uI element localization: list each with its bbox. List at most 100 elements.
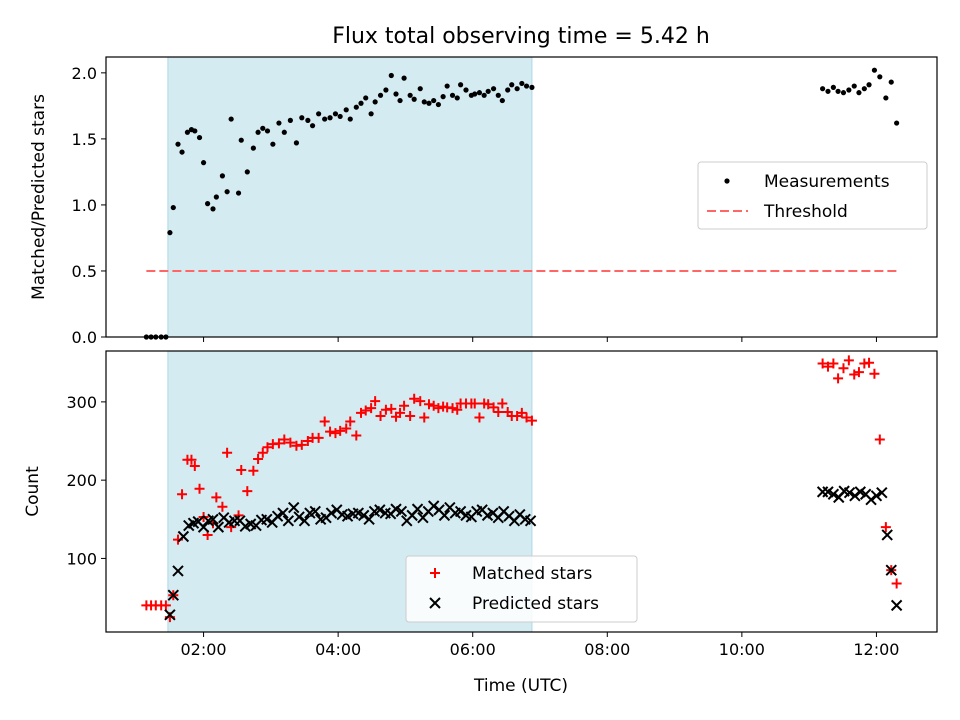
data-point — [282, 515, 295, 527]
data-point — [851, 83, 857, 89]
data-point — [869, 368, 880, 379]
data-point — [273, 438, 284, 449]
data-point — [332, 111, 339, 117]
data-point — [864, 357, 875, 368]
data-point — [822, 361, 833, 372]
data-point — [405, 410, 416, 421]
data-point — [481, 92, 487, 98]
data-point — [293, 140, 300, 146]
data-point — [463, 87, 469, 93]
data-point — [524, 515, 537, 527]
data-point — [849, 490, 861, 502]
data-point — [483, 399, 494, 410]
data-point — [296, 439, 307, 450]
data-point — [211, 492, 222, 503]
data-point — [827, 488, 840, 500]
data-point — [319, 416, 330, 427]
data-point — [298, 515, 311, 527]
data-point — [509, 82, 515, 88]
data-point — [341, 423, 352, 434]
data-point — [472, 91, 478, 97]
data-point — [870, 490, 883, 502]
data-point — [497, 398, 508, 409]
data-point — [345, 416, 356, 427]
data-point — [874, 434, 885, 445]
data-point — [335, 425, 346, 436]
data-point — [493, 407, 504, 418]
data-point — [281, 129, 287, 135]
data-point — [409, 393, 420, 404]
data-point — [835, 88, 841, 94]
data-point — [846, 87, 852, 93]
data-point — [368, 111, 374, 117]
data-point — [435, 101, 441, 108]
x-tick-label: 10:00 — [719, 640, 765, 659]
y-tick-label: 1.5 — [72, 130, 97, 149]
data-point — [883, 95, 889, 101]
data-point — [210, 206, 216, 212]
data-point — [244, 169, 250, 175]
data-point — [299, 115, 305, 121]
data-point — [395, 505, 408, 518]
data-point — [358, 100, 364, 106]
x-tick-label: 08:00 — [584, 640, 630, 659]
data-point — [488, 402, 499, 413]
data-point — [411, 96, 417, 102]
data-point — [316, 111, 322, 117]
data-point — [217, 501, 228, 512]
data-point — [189, 461, 200, 472]
data-point — [454, 95, 460, 101]
data-point — [358, 509, 370, 522]
y-axis-label: Matched/Predicted stars — [29, 94, 49, 300]
data-point — [279, 434, 290, 445]
data-point — [395, 407, 406, 418]
data-point — [485, 88, 491, 94]
data-point — [820, 86, 826, 92]
legend-label-matched: Matched stars — [472, 564, 592, 584]
data-point — [257, 447, 268, 458]
data-point — [262, 442, 273, 453]
data-point — [401, 75, 407, 81]
x-tick-label: 06:00 — [450, 640, 496, 659]
data-point — [877, 74, 883, 80]
chart-title: Flux total observing time = 5.42 h — [332, 24, 710, 49]
data-point — [393, 91, 399, 97]
data-point — [351, 430, 362, 441]
series-matched-stars — [141, 355, 902, 623]
data-point — [514, 86, 520, 92]
y-tick-label: 200 — [66, 471, 97, 490]
data-point — [177, 530, 190, 543]
data-point — [309, 123, 316, 129]
legend-marker-predicted — [429, 597, 441, 609]
data-point — [255, 129, 261, 135]
data-point — [236, 464, 247, 475]
data-point — [444, 83, 450, 89]
data-point — [890, 599, 903, 612]
legend-label-measurements: Measurements — [764, 172, 890, 192]
data-point — [843, 486, 856, 499]
data-point — [277, 507, 289, 519]
data-point — [458, 82, 464, 88]
y-tick-label: 0.5 — [72, 262, 97, 281]
data-point — [830, 84, 836, 90]
legend-marker-matched — [430, 568, 440, 578]
axes-frame — [105, 56, 938, 338]
data-point — [454, 505, 467, 518]
series-measurements — [143, 67, 900, 340]
y-tick-label: 2.0 — [72, 64, 97, 83]
data-point — [526, 415, 537, 426]
data-point — [363, 513, 375, 525]
data-point — [891, 578, 902, 589]
legend: Measurements Threshold — [697, 161, 928, 230]
data-point — [288, 501, 300, 514]
data-point — [888, 79, 894, 85]
data-point — [164, 609, 176, 621]
data-point — [881, 529, 893, 541]
data-point — [375, 410, 386, 421]
data-point — [521, 412, 532, 423]
y-tick-label: 100 — [66, 549, 97, 568]
ratio-panel: 0.0 0.5 1.0 1.5 2.0 Matched/Predicted stars Me… — [29, 56, 938, 347]
data-point — [293, 511, 305, 523]
data-point — [431, 97, 437, 104]
data-point — [186, 454, 197, 465]
